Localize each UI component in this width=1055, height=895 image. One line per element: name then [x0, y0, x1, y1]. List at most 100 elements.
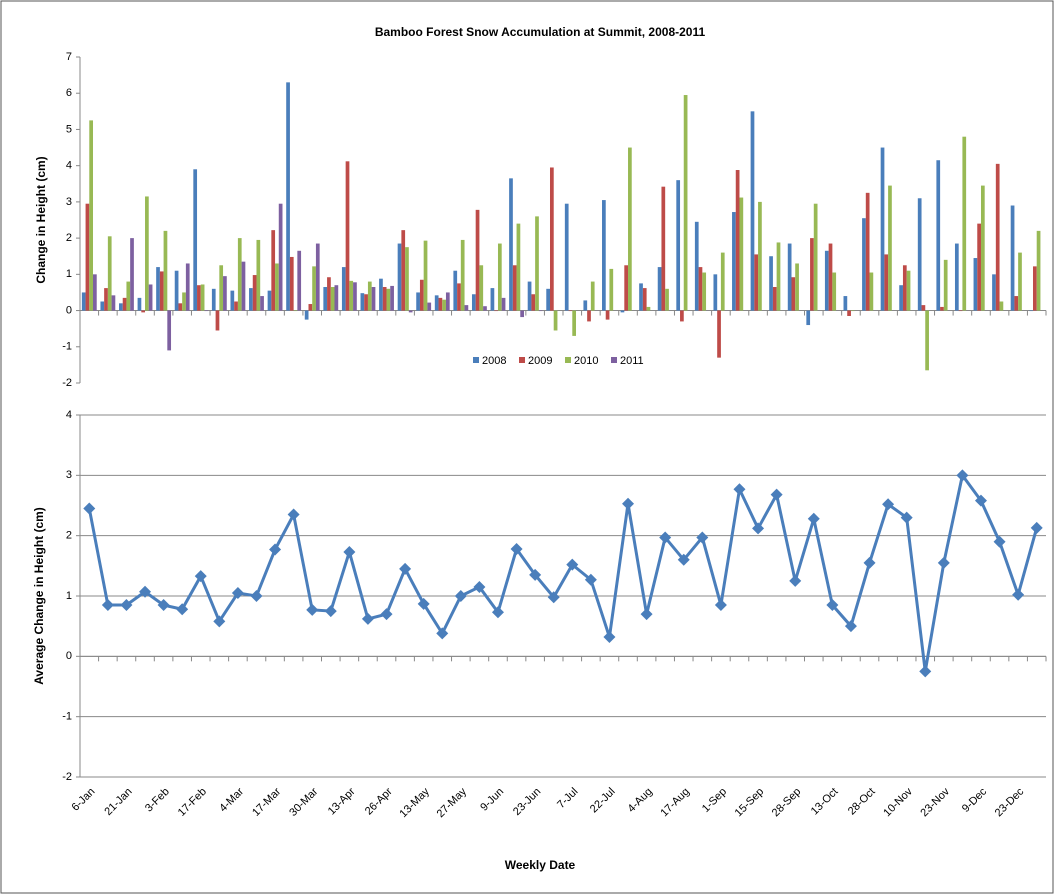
bar	[999, 301, 1004, 311]
marker	[770, 488, 783, 501]
bar	[739, 197, 744, 311]
bar	[260, 296, 264, 311]
bar	[902, 265, 907, 311]
bar	[107, 236, 112, 311]
legend-label: 2010	[574, 355, 598, 367]
bar	[453, 270, 458, 311]
marker	[603, 631, 616, 644]
bar	[178, 303, 183, 311]
bar	[405, 247, 409, 311]
bar	[100, 301, 105, 311]
bar	[349, 280, 354, 311]
data-line	[87, 471, 1039, 672]
legend-label: 2009	[528, 355, 552, 367]
y-tick-label: 4	[66, 409, 72, 421]
marker	[789, 574, 802, 587]
bar	[587, 310, 591, 322]
bar	[130, 238, 134, 311]
bar	[828, 243, 833, 311]
marker	[863, 556, 876, 569]
bar	[323, 287, 328, 311]
y-tick-label: 5	[66, 123, 72, 135]
marker	[436, 627, 449, 640]
bar	[862, 218, 866, 311]
bar	[735, 170, 740, 311]
bar	[182, 292, 186, 311]
marker	[696, 531, 709, 544]
bar	[791, 277, 796, 311]
bar	[758, 201, 762, 311]
x-axis-title: Weekly Date	[505, 858, 576, 872]
bar	[639, 283, 643, 311]
marker	[584, 573, 597, 586]
marker	[306, 603, 319, 616]
marker	[1012, 588, 1025, 601]
bar	[661, 186, 666, 311]
marker	[807, 512, 820, 525]
bar	[1010, 205, 1015, 311]
bar	[156, 267, 160, 311]
marker	[473, 580, 486, 593]
marker	[287, 508, 300, 521]
marker	[882, 498, 895, 511]
bar	[925, 310, 929, 371]
bar	[880, 147, 885, 311]
bar	[490, 288, 495, 311]
bar	[234, 301, 238, 311]
marker	[714, 599, 727, 612]
bar	[85, 203, 90, 311]
bar	[564, 203, 569, 311]
bar	[535, 216, 539, 311]
bar	[289, 256, 294, 311]
y-tick-label: 2	[66, 530, 72, 542]
y-tick-label: -1	[62, 341, 72, 353]
bar	[936, 160, 941, 311]
bar	[602, 200, 606, 311]
marker	[250, 590, 263, 602]
bar	[126, 281, 131, 311]
bar	[509, 178, 513, 311]
marker	[993, 535, 1006, 548]
bar	[211, 288, 216, 311]
bar	[256, 239, 261, 311]
bar	[940, 306, 944, 311]
marker	[752, 522, 765, 535]
bar	[215, 310, 220, 331]
y-tick-label: 1	[66, 268, 72, 280]
bar	[104, 288, 108, 311]
bar	[204, 310, 209, 312]
marker	[937, 556, 950, 569]
marker	[380, 608, 393, 621]
marker	[622, 497, 635, 510]
bar	[572, 310, 577, 336]
bar	[698, 267, 703, 311]
bar	[308, 304, 313, 311]
bar	[992, 274, 996, 311]
bar	[145, 196, 149, 311]
bar	[795, 263, 799, 311]
bar	[81, 292, 86, 311]
marker	[491, 606, 504, 619]
bar	[787, 243, 792, 311]
bar	[531, 294, 536, 311]
bar	[732, 212, 736, 311]
bar	[943, 259, 948, 311]
marker	[974, 494, 987, 507]
legend-label: 2008	[482, 355, 506, 367]
y-tick-label: -2	[62, 377, 72, 389]
legend-swatch	[611, 357, 617, 363]
bar	[497, 243, 502, 311]
bar	[163, 230, 168, 311]
bar	[769, 256, 773, 311]
bar	[249, 288, 253, 311]
bar	[345, 161, 350, 311]
y-tick-label: 1	[66, 590, 72, 602]
y-tick-label: 0	[66, 304, 72, 316]
chart-title: Bamboo Forest Snow Accumulation at Summi…	[375, 25, 706, 39]
bar	[665, 288, 669, 311]
bar	[609, 268, 614, 311]
bar	[917, 198, 922, 311]
marker	[343, 545, 356, 558]
bar	[605, 310, 610, 320]
marker	[194, 570, 207, 583]
